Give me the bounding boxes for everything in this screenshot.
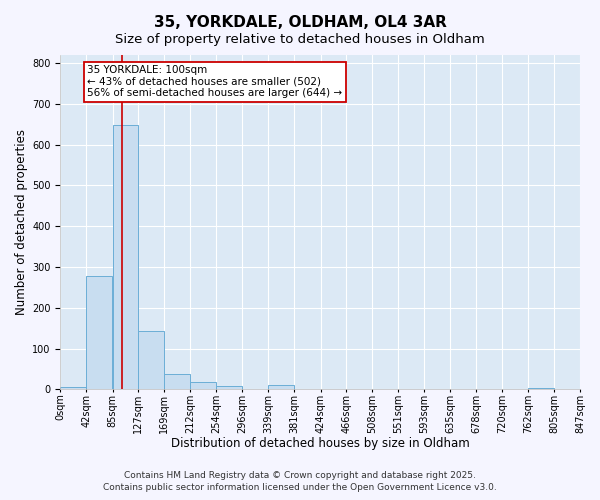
Text: Size of property relative to detached houses in Oldham: Size of property relative to detached ho… xyxy=(115,32,485,46)
Bar xyxy=(61,388,86,390)
Y-axis label: Number of detached properties: Number of detached properties xyxy=(15,129,28,315)
Bar xyxy=(190,382,216,390)
Bar xyxy=(164,374,190,390)
X-axis label: Distribution of detached houses by size in Oldham: Distribution of detached houses by size … xyxy=(171,437,470,450)
Bar xyxy=(113,125,138,390)
Text: 35 YORKDALE: 100sqm
← 43% of detached houses are smaller (502)
56% of semi-detac: 35 YORKDALE: 100sqm ← 43% of detached ho… xyxy=(88,65,343,98)
Bar xyxy=(138,332,164,390)
Text: Contains HM Land Registry data © Crown copyright and database right 2025.
Contai: Contains HM Land Registry data © Crown c… xyxy=(103,471,497,492)
Bar xyxy=(268,385,294,390)
Bar xyxy=(528,388,554,390)
Text: 35, YORKDALE, OLDHAM, OL4 3AR: 35, YORKDALE, OLDHAM, OL4 3AR xyxy=(154,15,446,30)
Bar xyxy=(216,386,242,390)
Bar xyxy=(86,276,112,390)
